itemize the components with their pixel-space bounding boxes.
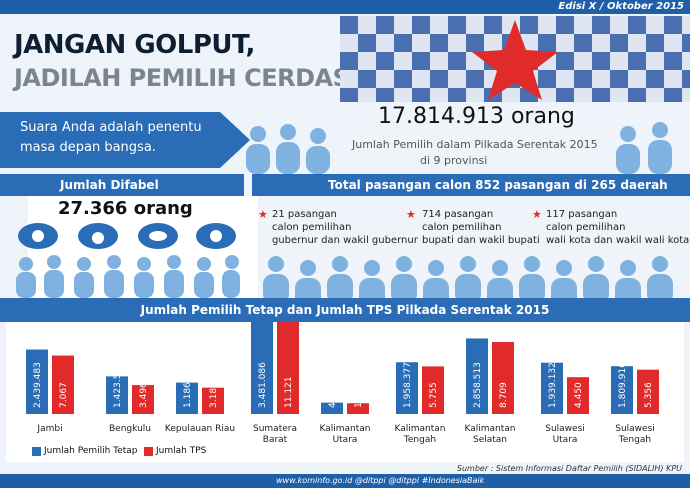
title-line-2: JADILAH PEMILIH CERDAS — [14, 64, 350, 92]
top-bar — [0, 0, 690, 14]
crowd-icon-left — [246, 124, 330, 174]
star-icon: ★ — [406, 208, 416, 221]
bar-tps — [52, 355, 74, 414]
category-label: Sulawesi — [615, 424, 655, 434]
bar-tps-label: 5.356 — [644, 382, 654, 408]
bar-tps — [637, 369, 659, 414]
bar-pemilih — [466, 338, 488, 414]
bar-pemilih — [106, 376, 128, 414]
pasangan-bupati: 714 pasangan calon pemilihan bupati dan wa… — [422, 209, 540, 246]
category-label: Kepulauan Riau — [165, 424, 235, 434]
bar-pemilih-label: 3.481.086 — [258, 362, 268, 408]
difabel-band — [0, 174, 244, 196]
star-icon: ★ — [532, 208, 542, 221]
crowd-icon-bottom — [263, 256, 673, 298]
bar-pemilih — [176, 382, 198, 414]
source-note: Sumber : Sistem Informasi Daftar Pemilih… — [456, 464, 682, 473]
total-voters-caption: Jumlah Pemilih dalam Pilkada Serentak 20… — [352, 138, 598, 151]
legend-swatch-tps — [144, 447, 153, 456]
banner-arrow — [0, 112, 250, 168]
category-label: Utara — [333, 435, 358, 445]
difabel-label: Jumlah Difabel — [60, 178, 159, 192]
bar-tps-label: 11.121 — [284, 377, 294, 409]
bar-tps — [492, 341, 514, 414]
total-voters-caption-2: di 9 provinsi — [420, 154, 488, 167]
bar-pemilih — [26, 349, 48, 414]
bar-tps-label: 7.067 — [59, 382, 69, 408]
bar-tps-label: 4.450 — [574, 382, 584, 408]
category-label: Barat — [263, 435, 288, 445]
bar-pemilih-label: 1.423.523 — [113, 362, 123, 408]
pasangan-walikota: 117 pasangan calon pemilihan wali kota dan… — [546, 209, 690, 246]
title-line-1: JANGAN GOLPUT, — [14, 30, 255, 60]
category-label: Bengkulu — [109, 424, 151, 434]
bar-pemilih-label: 2.858.513 — [473, 362, 483, 408]
star-icon — [472, 20, 558, 100]
bar-pemilih-label: 1.186.950 — [183, 362, 193, 408]
bar-chart: 2.439.483 7.067 1.423.523 3.496 1.186.950 3.1… — [26, 322, 659, 445]
category-label: Kalimantan — [395, 424, 446, 434]
category-label: Jambi — [36, 424, 62, 434]
bar-pemilih-label: 1.809.916 — [618, 362, 628, 408]
category-label: Tengah — [403, 435, 436, 445]
bar-tps — [567, 377, 589, 414]
bar-tps — [347, 403, 369, 414]
bar-tps-label: 5.755 — [429, 382, 439, 408]
bar-pemilih — [541, 362, 563, 414]
category-label: Kalimantan — [320, 424, 371, 434]
footer-bar — [0, 474, 690, 488]
bar-pemilih — [611, 366, 633, 414]
bar-tps-label: 3.496 — [139, 382, 149, 408]
category-label: Sumatera — [253, 424, 297, 434]
blind-icon — [149, 231, 167, 241]
category-label: Kalimantan — [465, 424, 516, 434]
crowd-icon-right — [616, 122, 672, 174]
bar-pemilih-label: 1.939.132 — [548, 362, 558, 408]
bar-pemilih — [396, 362, 418, 414]
mute-icon — [210, 230, 222, 242]
bar-pemilih — [251, 322, 273, 414]
pasangan-gubernur: 21 pasangan calon pemilihan gubernur dan w… — [272, 209, 418, 246]
category-label: Tengah — [618, 435, 651, 445]
wheelchair-icon — [92, 232, 104, 244]
bar-tps-label: 3.181 — [209, 382, 219, 408]
category-label: Sulawesi — [545, 424, 585, 434]
bar-tps-label: 8.709 — [499, 382, 509, 408]
bar-pemilih-label: 1.958.377 — [403, 362, 413, 408]
star-icon: ★ — [258, 208, 268, 221]
bar-tps-label: 1.302 — [354, 382, 364, 408]
legend-pemilih: Jumlah Pemilih Tetap — [44, 446, 138, 456]
category-label: Utara — [553, 435, 578, 445]
bar-tps — [277, 322, 299, 414]
footer-links: www.kominfo.go.id @ditppi @ditppi #Indon… — [276, 476, 485, 485]
difabel-icons — [16, 223, 240, 298]
edition-label: Edisi X / Oktober 2015 — [558, 1, 684, 12]
checkered-flag-decoration — [340, 16, 690, 102]
deaf-icon — [32, 230, 44, 242]
bar-pemilih-label: 430.631 — [328, 371, 338, 408]
bar-pemilih-label: 2.439.483 — [33, 362, 43, 408]
bar-tps — [132, 385, 154, 414]
chart-band — [0, 298, 690, 322]
chart-title: Jumlah Pemilih Tetap dan Jumlah TPS Pilk… — [140, 303, 550, 317]
banner-text: Suara Anda adalah penentu masa depan ban… — [20, 120, 202, 155]
bar-tps — [422, 366, 444, 414]
total-voters: 17.814.913 orang — [378, 104, 575, 129]
bar-tps — [202, 387, 224, 414]
legend-tps: Jumlah TPS — [156, 446, 207, 456]
legend-swatch-pemilih — [32, 447, 41, 456]
pasangan-header: Total pasangan calon 852 pasangan di 265… — [328, 178, 668, 192]
pasangan-band — [252, 174, 690, 196]
bar-pemilih — [321, 402, 343, 414]
category-label: Selatan — [473, 435, 507, 445]
difabel-value: 27.366 orang — [58, 198, 193, 219]
